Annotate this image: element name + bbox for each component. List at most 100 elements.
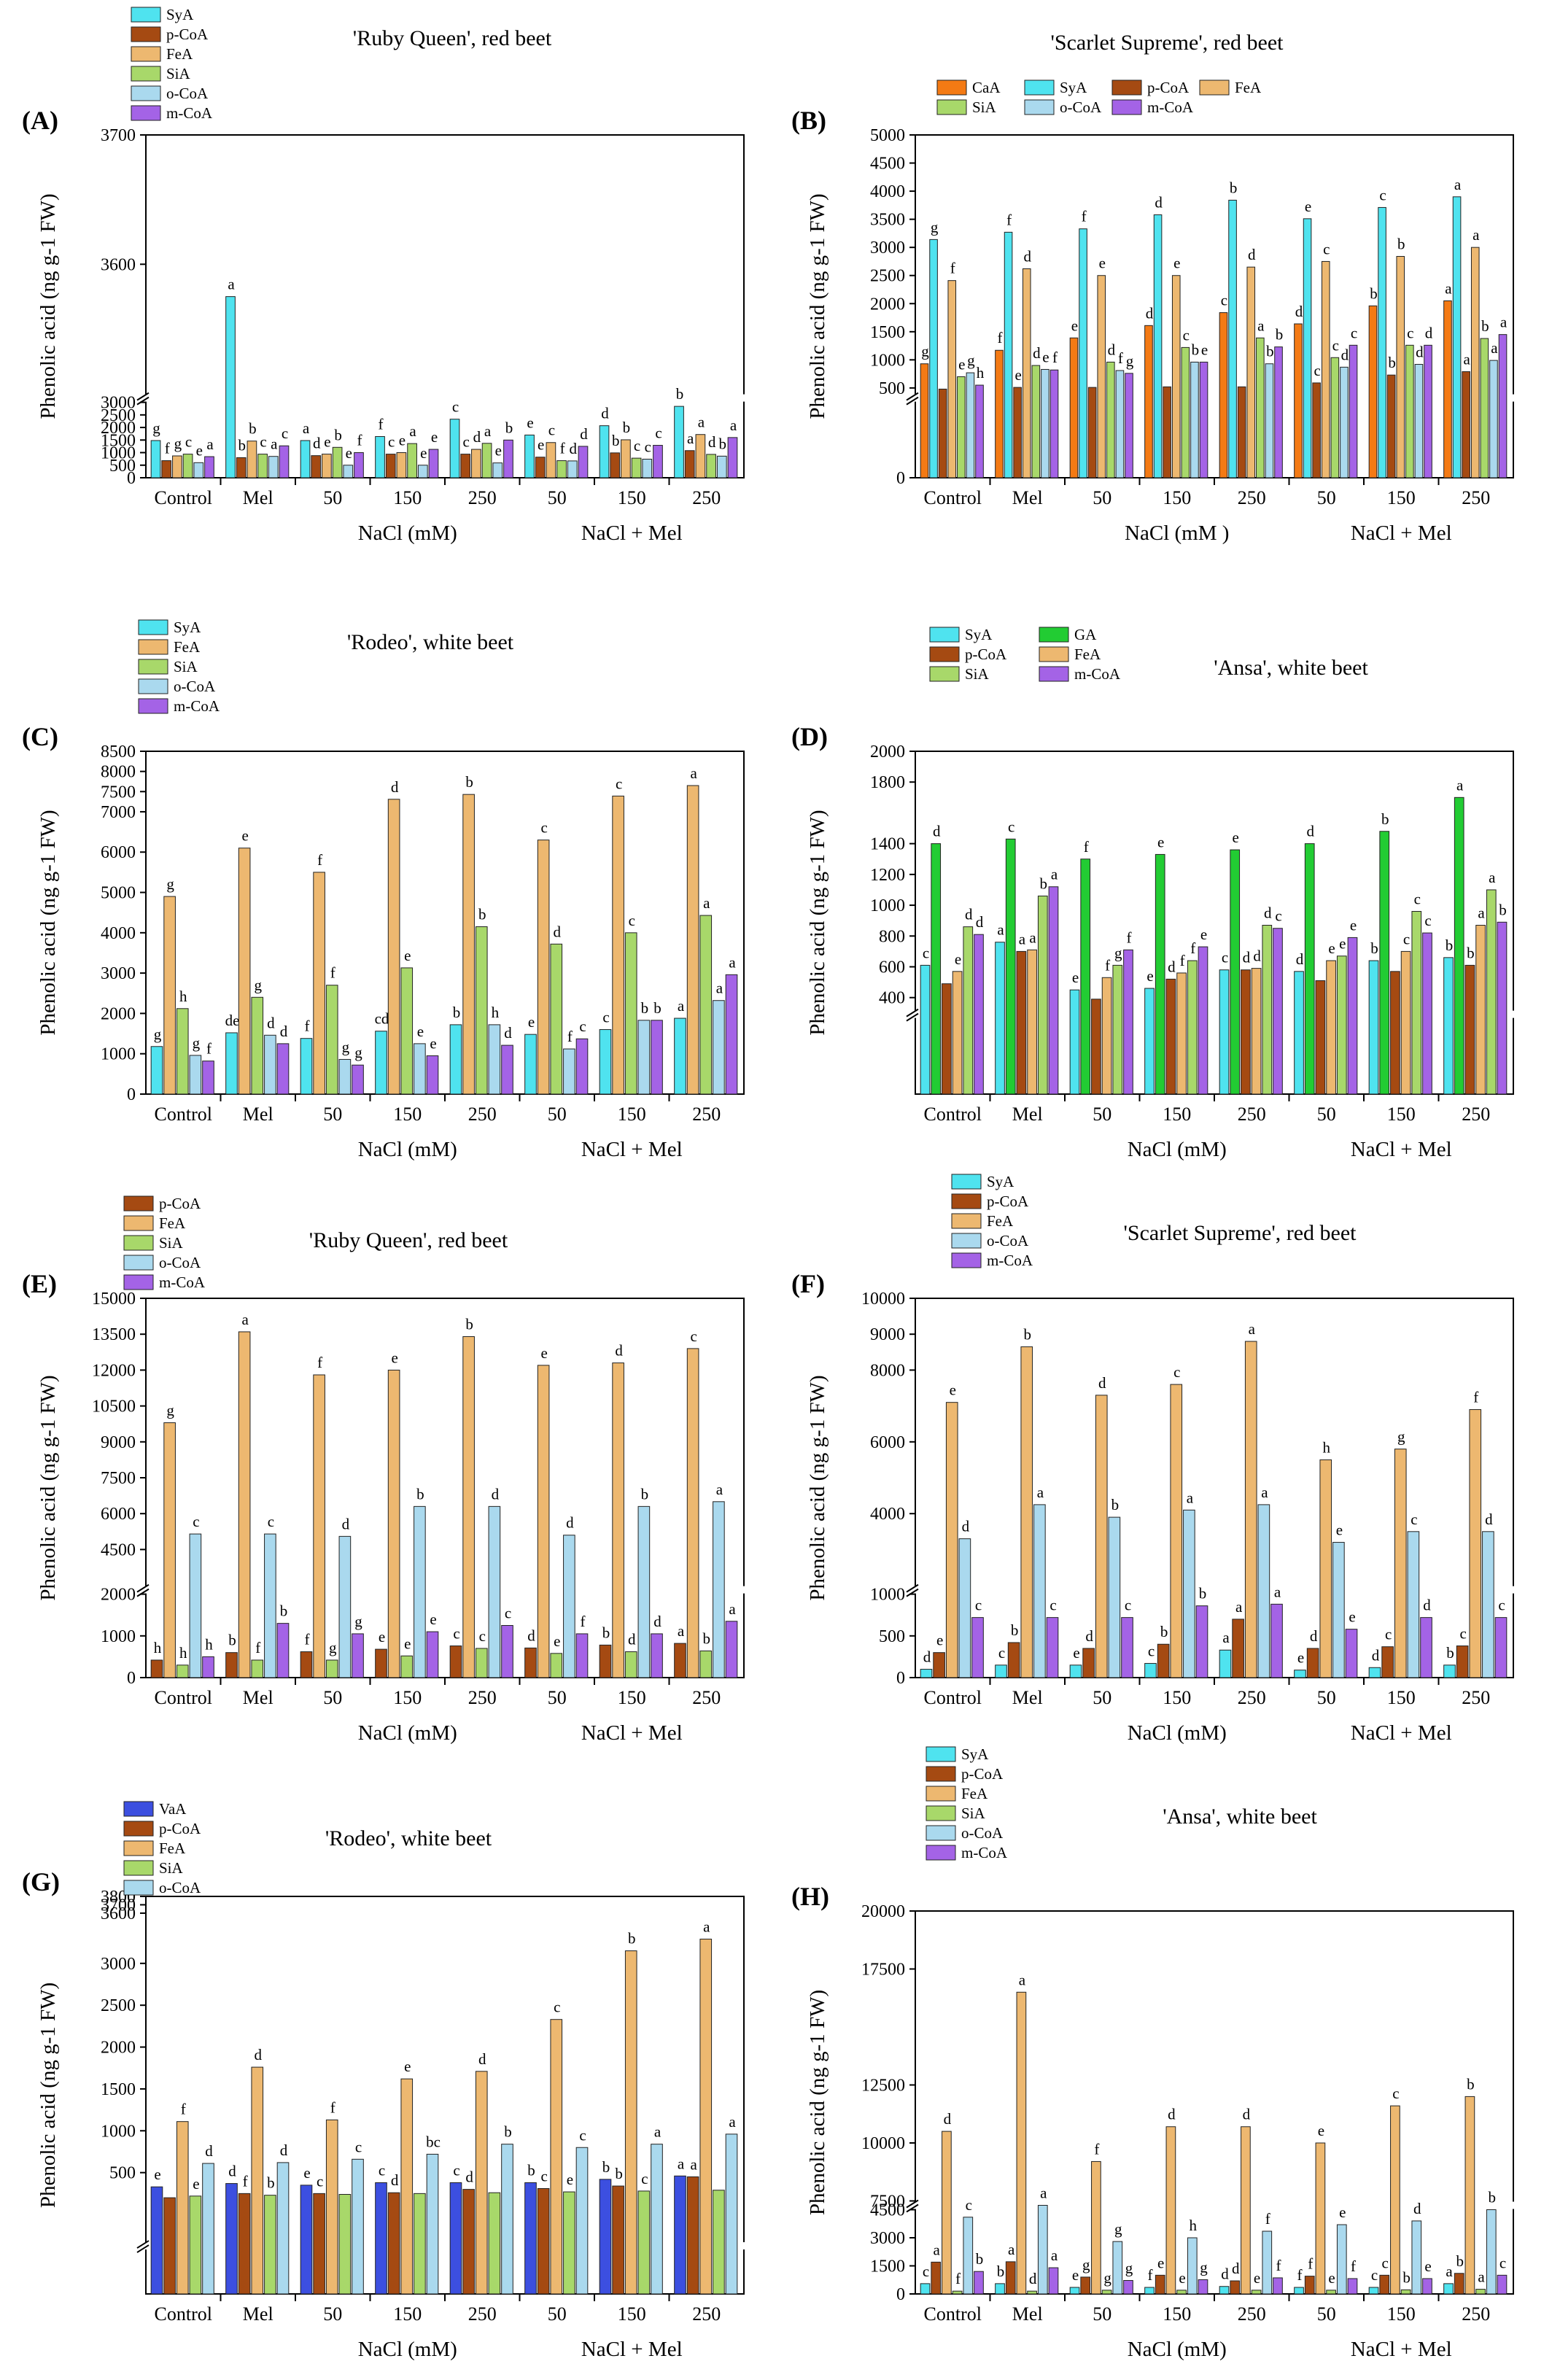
y-axis-label: Phenolic acid (ng g-1 FW) [806,1375,829,1600]
significance-letter: a [1029,929,1036,946]
x-tick-label: Mel [1012,1687,1043,1708]
significance-letter: g [255,976,263,993]
bar-FeA [475,2071,488,2295]
significance-letter: b [478,906,486,923]
legend-swatch [138,639,168,655]
significance-letter: e [1014,366,1021,384]
legend-label: SiA [961,1805,986,1822]
significance-letter: c [923,2263,929,2280]
significance-letter: a [1261,1484,1268,1501]
bar-o-CoA [1190,361,1199,478]
bar-o-CoA [642,458,653,478]
significance-letter: b [703,1629,711,1647]
x-tick-label: 250 [1462,1687,1490,1708]
axis-break-mark [136,2244,150,2253]
significance-letter: c [1323,240,1330,257]
significance-letter: b [997,2263,1005,2280]
legend-swatch [929,666,960,682]
significance-letter: c [655,425,661,442]
significance-letter: e [196,441,203,459]
significance-letter: h [977,364,985,381]
legend-label: CaA [972,79,1001,96]
significance-letter: e [527,414,533,431]
legend-label: o-CoA [174,678,216,695]
bar-FeA [247,441,257,478]
y-tick-label: 10000 [861,2134,905,2153]
significance-letter: d [1085,1627,1093,1645]
y-tick-label: 4000 [870,1505,905,1524]
bar-p-CoA [1087,387,1097,478]
significance-letter: b [465,1315,473,1333]
significance-letter: c [602,1009,609,1026]
legend-label: SyA [166,6,194,23]
significance-letter: b [1481,317,1489,335]
bar-o-CoA [189,1533,202,1678]
bar-o-CoA [1041,368,1049,478]
significance-letter: d [465,2168,473,2186]
bar-m-CoA [352,1064,364,1095]
bar-p-CoA [1381,1646,1394,1678]
legend-swatch [951,1252,982,1268]
y-tick-label: 500 [879,379,905,398]
significance-letter: g [329,1639,337,1656]
significance-letter: c [479,1627,486,1645]
significance-letter: c [1125,1597,1131,1614]
bar-SyA [920,2283,931,2295]
x-group-label: NaCl + Mel [1351,1721,1452,1745]
bar-SyA [449,1024,462,1095]
plot-frame [145,134,745,478]
significance-letter: f [1190,939,1195,957]
x-group-label: NaCl + Mel [1351,522,1452,545]
bar-o-CoA [264,1034,276,1095]
x-tick-label: 250 [468,487,497,508]
bar-SyA [1368,1667,1381,1678]
bar-m-CoA [1273,2277,1283,2295]
significance-letter: d [628,1631,636,1648]
significance-letter: d [1425,324,1433,341]
bar-SiA [624,1651,637,1678]
significance-letter: g [166,875,174,893]
significance-letter: g [1397,1428,1405,1446]
significance-letter: a [678,2155,685,2172]
significance-letter: c [548,422,555,439]
significance-letter: a [1051,2247,1058,2264]
bar-SiA [475,1648,488,1678]
x-tick-label: 50 [1317,2303,1336,2325]
bar-m-CoA [276,1623,290,1678]
bar-o-CoA [1489,360,1498,478]
axis-break-mark [136,396,150,406]
legend-label: o-CoA [159,1879,201,1896]
legend-label: o-CoA [987,1232,1029,1249]
bar-SyA [1294,1670,1306,1678]
bar-SiA [251,996,264,1095]
legend-label: o-CoA [961,1824,1004,1842]
significance-letter: f [165,440,170,457]
bar-m-CoA [1345,1629,1358,1678]
legend-label: m-CoA [166,104,213,122]
significance-letter: a [698,414,705,431]
significance-letter: f [581,1613,586,1630]
x-tick-label: 150 [618,1687,646,1708]
bar-SiA [1181,346,1190,478]
bar-p-CoA [1230,2280,1241,2295]
bar-VaA [225,2183,238,2295]
y-tick-label: 8000 [870,1361,905,1380]
significance-letter: b [602,2158,610,2176]
y-tick-label: 5000 [870,126,905,145]
significance-letter: c [282,425,288,442]
significance-letter: d [205,2142,213,2160]
significance-letter: de [225,1012,240,1029]
bar-o-CoA [1187,2237,1198,2295]
bar-p-CoA [610,452,621,478]
bar-o-CoA [1336,2224,1347,2295]
significance-letter: c [1407,324,1413,341]
bar-p-CoA [1379,2274,1390,2295]
bar-CaA [1368,305,1378,478]
y-tick-label: 1000 [870,351,905,370]
bar-VaA [150,2186,163,2295]
bar-FeA [1319,1459,1332,1678]
significance-letter: d [1264,904,1272,922]
bar-m-CoA [575,1038,589,1095]
x-tick-label: 150 [618,2303,646,2325]
significance-letter: c [1498,1597,1505,1614]
